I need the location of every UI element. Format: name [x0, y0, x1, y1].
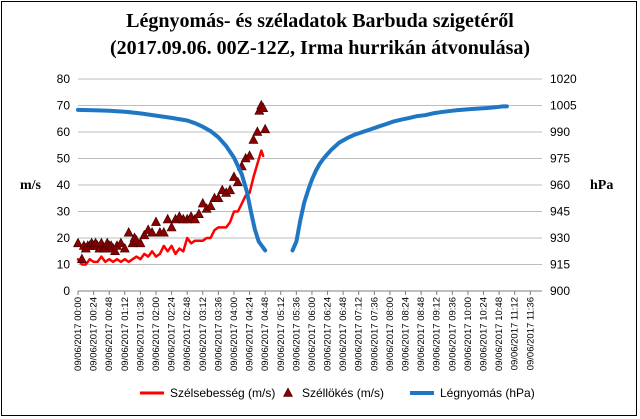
gust-marker	[189, 213, 200, 224]
right-tick-label: 1020	[550, 72, 577, 86]
gust-marker	[158, 227, 169, 237]
gust-marker	[193, 208, 204, 218]
x-tick-label: 09/06/2017 06:48	[338, 297, 349, 371]
left-tick-label: 80	[57, 72, 71, 86]
x-tick-label: 09/06/2017 01:36	[135, 297, 146, 371]
x-tick-label: 09/06/2017 02:24	[167, 297, 178, 371]
x-tick-label: 09/06/2017 10:00	[463, 297, 474, 371]
x-tick-label: 09/06/2017 02:00	[151, 297, 162, 371]
right-tick-label: 930	[550, 231, 570, 245]
x-tick-label: 09/06/2017 09:12	[432, 297, 443, 371]
left-tick-label: 30	[57, 205, 71, 219]
x-tick-label: 09/06/2017 01:12	[120, 297, 131, 371]
x-tick-label: 09/06/2017 07:36	[369, 297, 380, 371]
gust-marker	[147, 227, 158, 237]
gust-marker	[162, 213, 173, 224]
x-axis-ticks: 09/06/2017 00:00 09/06/2017 00:24 09/06/20…	[73, 291, 536, 371]
x-tick-label: 09/06/2017 00:24	[89, 297, 100, 371]
gust-marker	[260, 123, 271, 134]
gust-marker	[213, 192, 224, 203]
x-tick-label: 09/06/2017 08:48	[416, 297, 427, 371]
left-tick-label: 40	[57, 178, 71, 192]
gust-marker	[197, 197, 208, 208]
left-tick-label: 60	[57, 125, 71, 139]
x-tick-label: 09/06/2017 10:48	[494, 297, 505, 371]
left-tick-label: 10	[57, 258, 71, 272]
x-tick-label: 09/06/2017 06:24	[323, 297, 334, 371]
x-tick-label: 09/06/2017 04:48	[260, 297, 271, 371]
gust-marker	[228, 171, 239, 181]
gust-marker	[205, 200, 216, 210]
right-axis-label: hPa	[590, 178, 613, 193]
legend-label: Szélsebesség (m/s)	[170, 386, 275, 400]
gust-marker	[119, 242, 130, 253]
x-tick-label: 09/06/2017 07:12	[354, 297, 365, 371]
series-layer	[73, 99, 509, 266]
series-line-0-0	[76, 149, 265, 266]
legend-label: Széllökés (m/s)	[302, 386, 384, 400]
legend-label: Légnyomás (hPa)	[440, 386, 535, 400]
legend-swatch	[283, 387, 293, 397]
x-tick-label: 09/06/2017 02:48	[182, 297, 193, 371]
x-tick-label: 09/06/2017 08:24	[401, 297, 412, 371]
x-tick-label: 09/06/2017 03:36	[213, 297, 224, 371]
gust-marker	[248, 134, 259, 144]
right-tick-label: 990	[550, 125, 570, 139]
x-tick-label: 09/06/2017 08:00	[385, 297, 396, 371]
left-tick-label: 50	[57, 152, 71, 166]
left-tick-label: 0	[63, 284, 70, 298]
x-tick-label: 09/06/2017 05:36	[291, 297, 302, 371]
gust-marker	[139, 229, 150, 240]
chart-subtitle: (2017.09.06. 00Z-12Z, Irma hurrikán átvo…	[110, 37, 530, 59]
x-tick-label: 09/06/2017 11:36	[525, 297, 536, 370]
gust-marker	[110, 245, 121, 256]
x-tick-label: 09/06/2017 10:24	[479, 297, 490, 371]
x-tick-label: 09/06/2017 04:24	[245, 297, 256, 371]
x-tick-label: 09/06/2017 00:48	[104, 297, 115, 371]
chart-title: Légnyomás- és széladatok Barbuda szigeté…	[126, 10, 514, 32]
left-tick-label: 70	[57, 99, 71, 113]
gust-marker	[135, 237, 146, 248]
right-tick-label: 900	[550, 284, 570, 298]
right-tick-label: 960	[550, 178, 570, 192]
right-tick-label: 915	[550, 258, 570, 272]
gust-marker	[76, 253, 87, 264]
x-tick-label: 09/06/2017 06:00	[307, 297, 318, 371]
left-tick-label: 20	[57, 231, 71, 245]
x-tick-label: 09/06/2017 00:00	[73, 297, 84, 371]
gust-marker	[225, 184, 236, 195]
x-tick-label: 09/06/2017 05:12	[276, 297, 287, 371]
x-tick-label: 09/06/2017 11:12	[510, 297, 521, 370]
right-tick-label: 945	[550, 205, 570, 219]
right-tick-label: 1005	[550, 99, 577, 113]
x-tick-label: 09/06/2017 09:36	[447, 297, 458, 371]
gust-marker	[150, 216, 161, 226]
x-tick-label: 09/06/2017 04:00	[229, 297, 240, 371]
gust-marker	[123, 227, 134, 237]
gust-marker	[73, 237, 83, 248]
gridlines	[78, 78, 542, 292]
x-tick-label: 09/06/2017 03:12	[198, 297, 209, 371]
right-tick-label: 975	[550, 152, 570, 166]
gust-marker	[232, 176, 243, 187]
gust-marker	[115, 237, 126, 248]
gust-marker	[252, 126, 263, 136]
gust-marker	[258, 102, 269, 112]
left-axis-ticks: 0 10 20 30 40 50 60 70 80	[57, 72, 71, 298]
series-line-2-1	[290, 104, 509, 253]
legend: Szélsebesség (m/s) Széllökés (m/s) Légnyom…	[140, 386, 535, 400]
left-axis-label: m/s	[20, 178, 42, 193]
gust-marker	[166, 221, 177, 232]
gust-marker	[244, 150, 255, 160]
series-line-2-0	[76, 107, 268, 253]
right-axis-ticks: 900 915 930 945 960 975 990 1005 1020	[550, 72, 577, 298]
